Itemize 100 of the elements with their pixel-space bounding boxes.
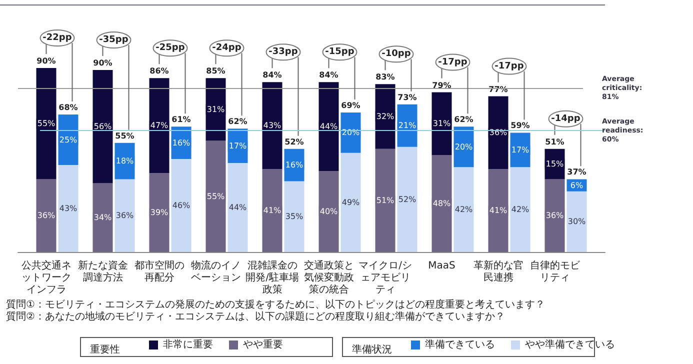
data-label: 20% <box>454 142 474 152</box>
x-tick-label: MaaS <box>428 260 456 272</box>
bar <box>340 152 361 252</box>
x-tick-label: 自律的モビリティ <box>530 260 581 284</box>
data-label: 32% <box>376 112 395 122</box>
legend-label: 準備できている <box>425 338 495 350</box>
bar <box>318 171 339 252</box>
bar <box>397 146 418 252</box>
text: -33pp <box>268 47 298 58</box>
legend-title: 重要性 <box>90 344 120 356</box>
data-label: 43% <box>59 204 78 214</box>
total-label: 90% <box>36 56 56 66</box>
text: -22pp <box>42 33 72 43</box>
legend-label: 非常に重要 <box>163 338 213 350</box>
total-label: 79% <box>432 80 452 90</box>
data-label: 47% <box>150 121 169 130</box>
data-label: 35% <box>285 212 304 222</box>
data-label: 48% <box>432 198 452 208</box>
total-label: 86% <box>150 66 169 76</box>
x-tick-label: 混雑課金の開発/駐車場政策 <box>246 260 299 296</box>
x-tick-label: 都市空間の再配分 <box>134 260 184 284</box>
data-label: 30% <box>568 217 586 226</box>
text: 質問①：モビリティ・エコシステムの発展のための支援をするために、以下のトピックはどの程度重要と考えています？ <box>6 298 545 310</box>
total-label: 52% <box>284 137 304 146</box>
data-label: 6% <box>570 180 584 190</box>
text: -10pp <box>382 49 412 60</box>
total-label: 68% <box>58 103 78 112</box>
x-tick-label: 革新的な官民連携 <box>473 260 524 284</box>
data-label: 52% <box>398 194 417 204</box>
text: -35pp <box>99 35 129 46</box>
text: -17pp <box>438 57 468 68</box>
bar <box>488 96 508 170</box>
data-label: 36% <box>116 211 134 220</box>
data-label: 16% <box>172 138 191 148</box>
bar <box>228 163 248 252</box>
data-label: 16% <box>285 160 304 170</box>
data-label: 56% <box>94 122 112 132</box>
data-label: 25% <box>59 135 78 144</box>
data-label: 44% <box>228 203 248 212</box>
bar <box>510 167 530 252</box>
total-label: 83% <box>376 72 395 82</box>
x-tick-label: マイクロ/シェアモビリティ <box>358 260 412 296</box>
bar <box>375 148 396 252</box>
data-label: 31% <box>206 104 226 114</box>
bar <box>318 82 339 172</box>
bar <box>262 82 282 170</box>
data-label: 51% <box>376 196 395 205</box>
bar <box>432 154 452 252</box>
data-label: 41% <box>489 206 508 216</box>
legend-title: 準備状況 <box>352 344 392 356</box>
data-label: 39% <box>150 208 169 218</box>
bar <box>36 179 56 252</box>
total-label: 62% <box>228 117 248 126</box>
total-label: 61% <box>172 115 191 124</box>
bar <box>114 179 135 252</box>
data-label: 21% <box>398 121 417 130</box>
bar <box>36 68 56 180</box>
bar <box>149 173 170 252</box>
bar <box>171 158 192 252</box>
data-label: 46% <box>172 200 191 210</box>
data-label: 55% <box>206 192 226 201</box>
bar <box>488 169 508 252</box>
text: -25pp <box>156 43 186 54</box>
text: -24pp <box>212 43 242 54</box>
data-label: 44% <box>320 122 338 132</box>
text: 質問②：あなたの地域のモビリティ・エコシステムは、以下の課題にどの程度取り組む準備ができていますか？ <box>6 310 505 322</box>
data-label: 31% <box>432 119 452 128</box>
data-label: 41% <box>263 206 282 216</box>
total-label: 90% <box>93 58 112 68</box>
total-label: 59% <box>510 121 530 130</box>
data-label: 42% <box>454 205 474 214</box>
x-tick-label: 新たな資金調達方法 <box>78 260 128 284</box>
bar <box>544 179 565 252</box>
bar <box>454 167 474 252</box>
text: -15pp <box>325 47 355 58</box>
data-label: 42% <box>511 205 530 214</box>
annotation: -14pp <box>551 114 581 124</box>
total-label: 84% <box>319 70 338 80</box>
bar <box>284 181 304 252</box>
total-label: 73% <box>398 92 417 102</box>
x-tick-label: 交通政策と気候変動政策の統合 <box>304 260 354 296</box>
data-label: 36% <box>546 211 564 220</box>
data-label: 36% <box>37 211 56 220</box>
bar <box>58 165 78 252</box>
total-label: 84% <box>262 70 282 80</box>
data-label: 43% <box>263 121 282 130</box>
data-label: 34% <box>94 213 112 222</box>
total-label: 37% <box>567 168 586 177</box>
data-label: 49% <box>342 198 360 207</box>
x-tick-label: 物流のイノベーション <box>190 260 241 284</box>
data-label: 40% <box>320 207 338 216</box>
bar <box>92 70 113 184</box>
bar <box>262 169 282 252</box>
total-label: 55% <box>115 131 134 140</box>
total-label: 69% <box>341 100 360 110</box>
data-label: 17% <box>511 145 530 154</box>
data-label: 18% <box>116 156 134 166</box>
total-label: 62% <box>454 115 474 124</box>
data-label: 15% <box>546 160 564 169</box>
data-label: 55% <box>37 119 56 128</box>
